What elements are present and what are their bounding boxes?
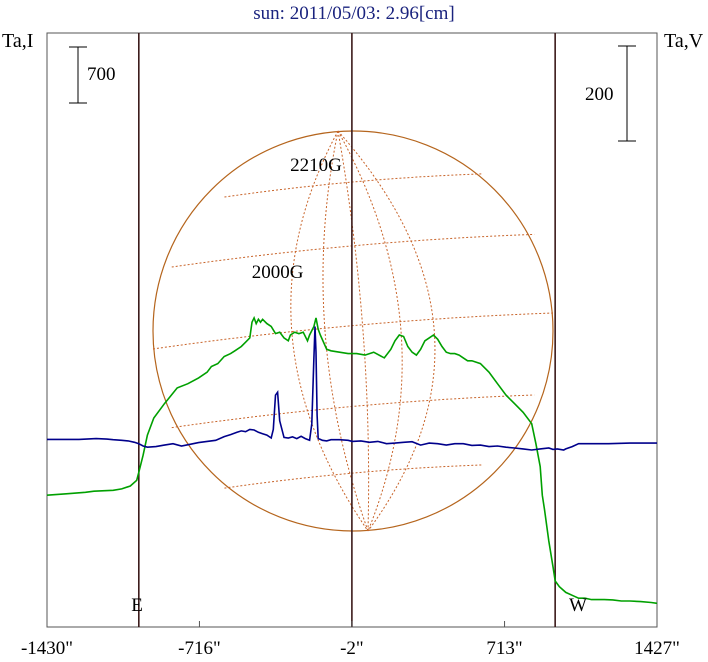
x-tick-label: -2" [340,638,364,659]
scale-bar-left-label: 700 [87,64,116,85]
annotation-label: 2000G [252,262,304,283]
series-line [47,326,657,451]
solar-grid-meridian [322,130,369,532]
solar-grid-meridian [337,130,370,532]
east-limb-label: E [131,595,143,616]
y-axis-right-label: Ta,V [664,30,704,52]
solar-grid-latitude [171,394,535,429]
solar-grid-latitude [224,464,482,489]
solar-disk [152,130,554,532]
solar-grid-meridian [337,130,436,532]
x-tick-label: -716" [178,638,221,659]
chart-title: sun: 2011/05/03: 2.96[cm] [253,3,455,24]
x-tick-label: -1430" [21,638,73,659]
scale-bar-right-label: 200 [585,84,614,105]
y-axis-left-label: Ta,I [2,30,34,52]
annotation-label: 2210G [290,155,342,176]
x-tick-label: 713" [486,638,522,659]
x-tick-label: 1427" [634,638,680,659]
solar-grid-meridian [337,130,403,532]
solar-grid-meridian [290,130,369,532]
solar-grid-latitude [152,312,554,350]
solar-grid-latitude [171,233,535,268]
solar-grid-latitude [224,173,482,198]
series-line [46,315,658,605]
west-limb-label: W [569,595,587,616]
